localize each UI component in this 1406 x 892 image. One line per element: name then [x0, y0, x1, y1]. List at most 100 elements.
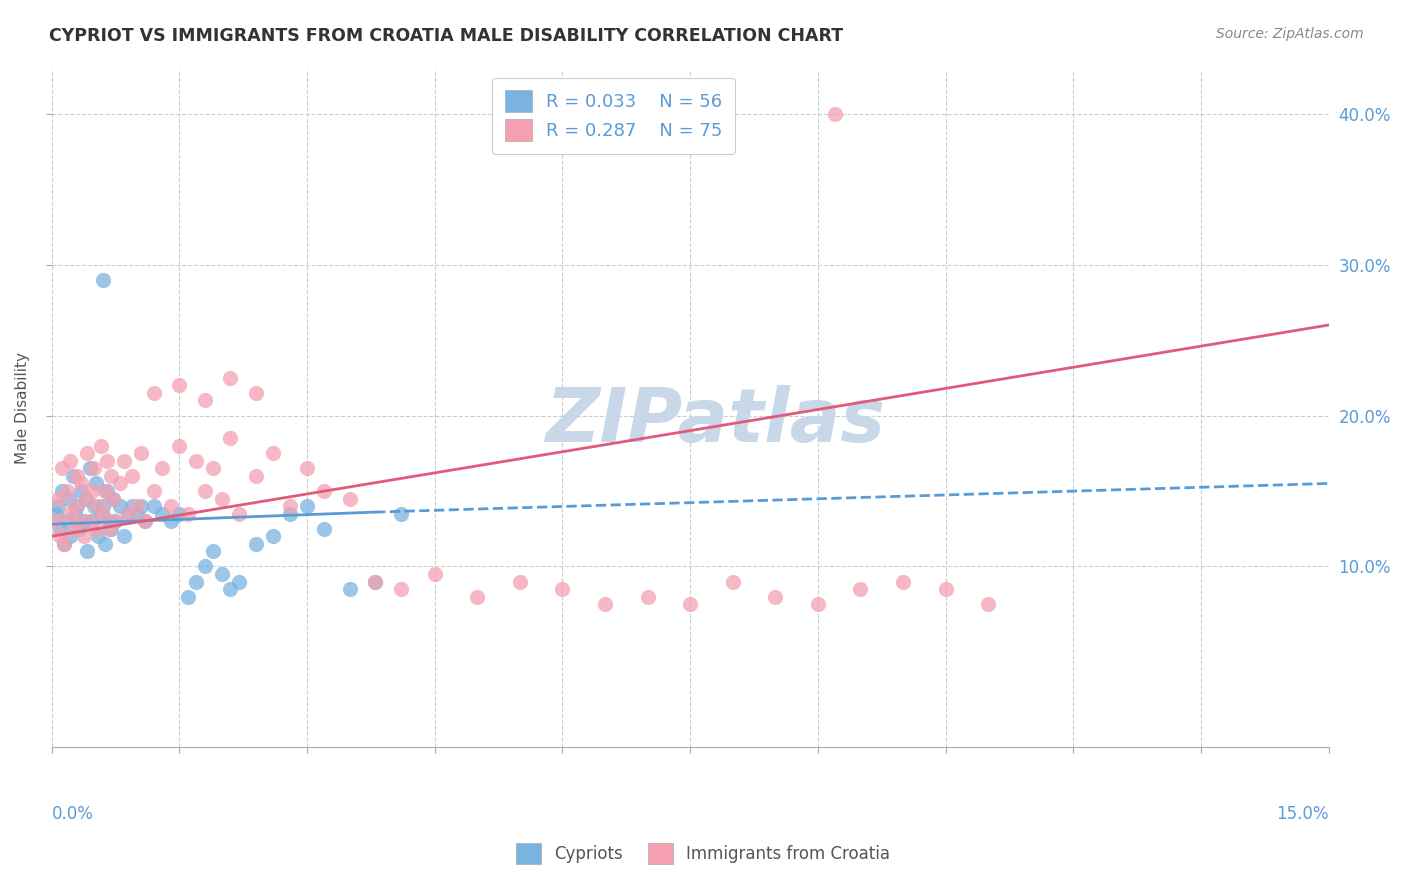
- Point: [75, 491, 97, 506]
- Point: [465, 590, 488, 604]
- Point: [98, 522, 121, 536]
- Point: [339, 491, 361, 506]
- Point: [339, 582, 361, 596]
- Point: [98, 514, 121, 528]
- Point: [721, 574, 744, 589]
- Point: [763, 590, 786, 604]
- Point: [62, 522, 84, 536]
- Point: [977, 597, 1000, 611]
- Point: [79, 461, 101, 475]
- Point: [679, 597, 702, 611]
- Point: [551, 582, 574, 596]
- Point: [112, 454, 135, 468]
- Point: [211, 491, 233, 506]
- Point: [46, 499, 69, 513]
- Point: [66, 469, 89, 483]
- Point: [90, 439, 112, 453]
- Point: [94, 537, 117, 551]
- Point: [112, 529, 135, 543]
- Point: [94, 483, 117, 498]
- Legend: Cypriots, Immigrants from Croatia: Cypriots, Immigrants from Croatia: [509, 837, 897, 871]
- Point: [49, 529, 72, 543]
- Point: [117, 507, 139, 521]
- Point: [49, 522, 72, 536]
- Point: [194, 393, 217, 408]
- Point: [150, 507, 173, 521]
- Point: [101, 491, 124, 506]
- Point: [807, 597, 830, 611]
- Point: [67, 522, 90, 536]
- Point: [90, 507, 112, 521]
- Point: [96, 483, 118, 498]
- Point: [389, 507, 412, 521]
- Point: [76, 446, 98, 460]
- Point: [167, 507, 190, 521]
- Point: [104, 514, 127, 528]
- Point: [202, 461, 225, 475]
- Point: [76, 544, 98, 558]
- Point: [67, 514, 90, 528]
- Point: [121, 469, 143, 483]
- Point: [219, 431, 242, 445]
- Point: [186, 574, 208, 589]
- Point: [423, 566, 446, 581]
- Point: [824, 107, 846, 121]
- Point: [219, 371, 242, 385]
- Point: [364, 574, 387, 589]
- Point: [45, 507, 67, 521]
- Y-axis label: Male Disability: Male Disability: [15, 352, 30, 464]
- Point: [186, 454, 208, 468]
- Point: [129, 446, 152, 460]
- Point: [100, 522, 122, 536]
- Point: [46, 491, 69, 506]
- Point: [91, 507, 114, 521]
- Point: [849, 582, 872, 596]
- Point: [58, 507, 80, 521]
- Point: [70, 476, 93, 491]
- Point: [364, 574, 387, 589]
- Point: [211, 566, 233, 581]
- Text: 15.0%: 15.0%: [1277, 805, 1329, 822]
- Point: [96, 454, 118, 468]
- Point: [245, 385, 267, 400]
- Point: [637, 590, 659, 604]
- Text: CYPRIOT VS IMMIGRANTS FROM CROATIA MALE DISABILITY CORRELATION CHART: CYPRIOT VS IMMIGRANTS FROM CROATIA MALE …: [49, 27, 844, 45]
- Point: [142, 385, 165, 400]
- Point: [125, 499, 148, 513]
- Point: [108, 476, 131, 491]
- Point: [177, 507, 200, 521]
- Point: [108, 499, 131, 513]
- Point: [177, 590, 200, 604]
- Point: [295, 461, 318, 475]
- Point: [79, 514, 101, 528]
- Point: [51, 461, 73, 475]
- Point: [51, 483, 73, 498]
- Point: [53, 537, 76, 551]
- Point: [134, 514, 156, 528]
- Point: [82, 514, 104, 528]
- Point: [65, 499, 87, 513]
- Point: [91, 499, 114, 513]
- Point: [56, 514, 79, 528]
- Point: [83, 499, 105, 513]
- Point: [159, 514, 181, 528]
- Point: [65, 507, 87, 521]
- Point: [134, 514, 156, 528]
- Point: [101, 491, 124, 506]
- Point: [73, 529, 96, 543]
- Point: [219, 582, 242, 596]
- Point: [84, 522, 107, 536]
- Point: [159, 499, 181, 513]
- Point: [202, 544, 225, 558]
- Point: [593, 597, 616, 611]
- Point: [117, 507, 139, 521]
- Point: [87, 499, 110, 513]
- Point: [228, 507, 250, 521]
- Point: [82, 483, 104, 498]
- Point: [142, 499, 165, 513]
- Point: [87, 529, 110, 543]
- Point: [295, 499, 318, 513]
- Text: Source: ZipAtlas.com: Source: ZipAtlas.com: [1216, 27, 1364, 41]
- Point: [58, 491, 80, 506]
- Point: [91, 273, 114, 287]
